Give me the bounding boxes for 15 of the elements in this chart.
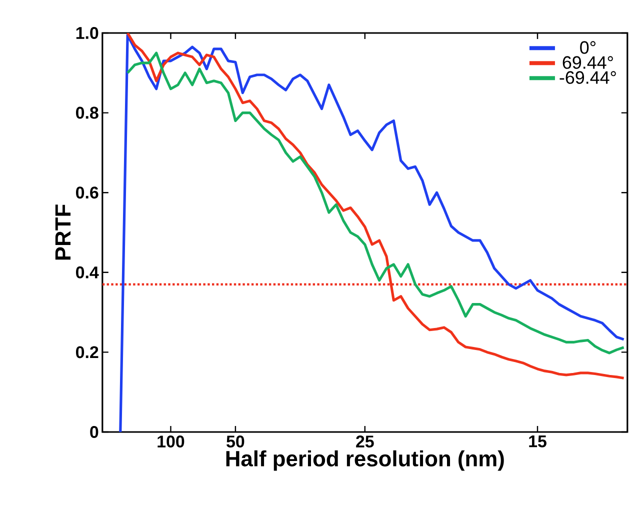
legend-label: 69.44° bbox=[562, 56, 613, 69]
x-tick-label: 15 bbox=[529, 436, 546, 448]
legend-label: -69.44° bbox=[560, 71, 616, 84]
x-axis-title: Half period resolution (nm) bbox=[226, 450, 504, 471]
legend-label: 0° bbox=[580, 41, 596, 54]
y-tick-label: 1.0 bbox=[76, 26, 98, 39]
x-tick-label: 100 bbox=[158, 436, 184, 448]
y-axis-title: PRTF bbox=[55, 204, 70, 260]
y-tick-label: 0.4 bbox=[76, 266, 99, 278]
y-tick-label: 0.2 bbox=[76, 346, 98, 358]
y-tick-label: 0 bbox=[90, 426, 98, 438]
y-tick-label: 0.8 bbox=[76, 106, 98, 119]
y-tick-label: 0.6 bbox=[76, 186, 98, 199]
x-tick-label: 25 bbox=[356, 436, 374, 448]
x-tick-label: 50 bbox=[226, 436, 244, 448]
